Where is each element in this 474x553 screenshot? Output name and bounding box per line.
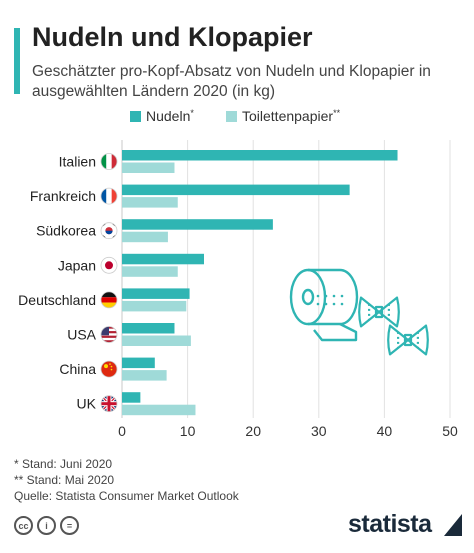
legend-entry: Nudeln* bbox=[146, 108, 194, 124]
footnote-mai: ** Stand: Mai 2020 bbox=[14, 473, 115, 487]
x-tick-label: 40 bbox=[377, 423, 393, 439]
japan-flag-icon bbox=[100, 256, 118, 274]
bar-toilettenpapier bbox=[122, 300, 187, 312]
footnotes: * Stand: Juni 2020 ** Stand: Mai 2020 Qu… bbox=[14, 456, 239, 504]
toilet-paper-roll-icon bbox=[289, 268, 359, 342]
legend-swatch bbox=[130, 111, 141, 122]
bar-toilettenpapier bbox=[122, 162, 175, 173]
bar-toilettenpapier bbox=[122, 231, 168, 243]
bar-toilettenpapier bbox=[122, 266, 178, 277]
x-tick-label: 0 bbox=[118, 423, 126, 439]
category-label: Italien bbox=[59, 154, 96, 170]
bar-toilettenpapier bbox=[122, 404, 196, 416]
bar-nudeln bbox=[122, 323, 175, 334]
category-label: Frankreich bbox=[30, 188, 96, 204]
bar-toilettenpapier bbox=[122, 335, 191, 346]
category-label: Südkorea bbox=[36, 223, 96, 239]
category-label: China bbox=[59, 361, 96, 377]
germany-flag-icon bbox=[100, 291, 118, 309]
bar-toilettenpapier bbox=[122, 370, 167, 381]
bar-nudeln bbox=[122, 392, 141, 403]
statista-logo[interactable]: statista bbox=[348, 510, 432, 538]
x-tick-label: 20 bbox=[245, 423, 261, 439]
farfalle-pasta-icon bbox=[387, 324, 429, 356]
usa-flag-icon bbox=[100, 326, 118, 343]
footnote-juni: * Stand: Juni 2020 bbox=[14, 457, 113, 471]
bar-nudeln bbox=[122, 288, 190, 299]
creative-commons-icon[interactable]: cc bbox=[14, 516, 33, 535]
south-korea-flag-icon bbox=[100, 222, 118, 240]
license-icons: cc i = bbox=[14, 516, 79, 535]
farfalle-pasta-icon bbox=[358, 296, 400, 328]
france-flag-icon bbox=[100, 187, 118, 205]
x-tick-label: 10 bbox=[180, 423, 196, 439]
page-title: Nudeln und Klopapier bbox=[32, 22, 313, 52]
legend-swatch bbox=[226, 111, 237, 122]
x-tick-label: 30 bbox=[311, 423, 327, 439]
uk-flag-icon bbox=[100, 395, 118, 413]
title-accent-bar bbox=[14, 28, 20, 94]
category-label: UK bbox=[77, 396, 97, 412]
category-label: USA bbox=[67, 327, 96, 343]
legend-entry: Toilettenpapier** bbox=[242, 108, 341, 124]
attribution-icon[interactable]: i bbox=[37, 516, 56, 535]
bar-nudeln bbox=[122, 150, 398, 161]
statista-logo-mark bbox=[444, 514, 462, 536]
source-note: Quelle: Statista Consumer Market Outlook bbox=[14, 489, 239, 503]
x-tick-label: 50 bbox=[442, 423, 458, 439]
no-derivatives-icon[interactable]: = bbox=[60, 516, 79, 535]
bar-nudeln bbox=[122, 219, 273, 230]
china-flag-icon bbox=[100, 360, 118, 378]
italy-flag-icon bbox=[100, 153, 118, 170]
category-label: Deutschland bbox=[18, 292, 96, 308]
bar-nudeln bbox=[122, 184, 350, 196]
bar-nudeln bbox=[122, 253, 204, 265]
bar-toilettenpapier bbox=[122, 197, 178, 208]
category-label: Japan bbox=[58, 257, 96, 273]
page-subtitle: Geschätzter pro-Kopf-Absatz von Nudeln u… bbox=[32, 63, 431, 100]
bar-nudeln bbox=[122, 357, 155, 369]
